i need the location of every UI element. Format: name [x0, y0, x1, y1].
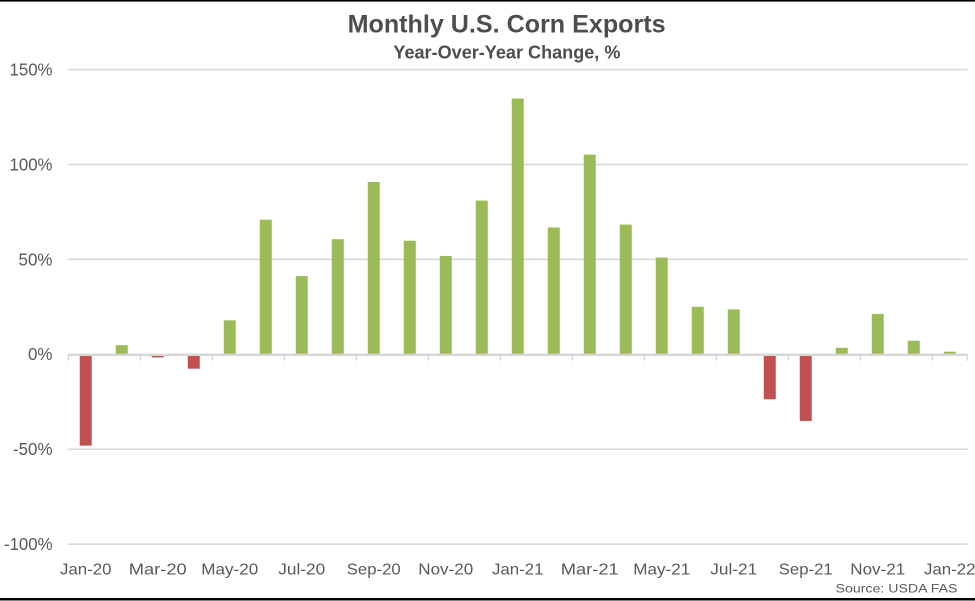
- svg-text:Year-Over-Year Change, %: Year-Over-Year Change, %: [393, 42, 620, 62]
- svg-text:Jul-21: Jul-21: [710, 562, 757, 579]
- svg-text:Monthly U.S. Corn Exports: Monthly U.S. Corn Exports: [348, 10, 666, 38]
- svg-text:150%: 150%: [10, 60, 53, 80]
- svg-text:Jan-22: Jan-22: [924, 562, 975, 579]
- svg-text:-100%: -100%: [4, 534, 53, 554]
- svg-text:May-21: May-21: [633, 562, 690, 579]
- svg-text:Source: USDA FAS: Source: USDA FAS: [836, 581, 958, 595]
- svg-text:50%: 50%: [19, 249, 53, 269]
- svg-text:Mar-21: Mar-21: [561, 562, 619, 579]
- svg-text:Nov-20: Nov-20: [418, 562, 473, 579]
- svg-text:Jul-20: Jul-20: [278, 562, 325, 579]
- svg-text:Sep-20: Sep-20: [347, 562, 401, 579]
- svg-text:Jan-20: Jan-20: [60, 562, 112, 579]
- svg-text:0%: 0%: [28, 344, 53, 364]
- svg-text:100%: 100%: [10, 154, 53, 174]
- svg-text:Mar-20: Mar-20: [129, 562, 187, 579]
- svg-text:Nov-21: Nov-21: [850, 562, 905, 579]
- svg-text:-50%: -50%: [13, 439, 53, 459]
- svg-text:Jan-21: Jan-21: [492, 562, 544, 579]
- svg-text:Sep-21: Sep-21: [779, 562, 833, 579]
- svg-text:May-20: May-20: [201, 562, 258, 579]
